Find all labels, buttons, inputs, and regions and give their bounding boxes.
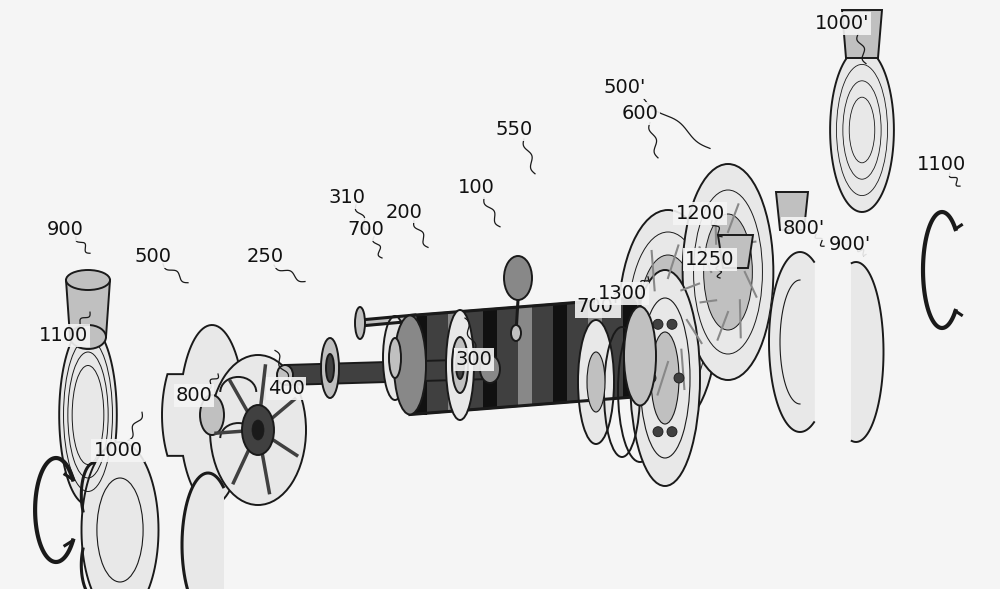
Ellipse shape bbox=[667, 426, 677, 436]
Polygon shape bbox=[413, 316, 427, 415]
Polygon shape bbox=[285, 359, 490, 385]
Ellipse shape bbox=[578, 320, 614, 444]
Ellipse shape bbox=[252, 420, 264, 440]
Polygon shape bbox=[162, 325, 244, 505]
Polygon shape bbox=[483, 309, 497, 409]
Ellipse shape bbox=[446, 310, 474, 420]
Ellipse shape bbox=[587, 352, 605, 412]
Ellipse shape bbox=[639, 255, 697, 385]
Ellipse shape bbox=[389, 338, 401, 378]
Text: 1000: 1000 bbox=[93, 441, 143, 460]
Text: 310: 310 bbox=[329, 188, 366, 207]
Ellipse shape bbox=[683, 164, 773, 380]
Text: 700': 700' bbox=[577, 297, 619, 316]
Text: 400: 400 bbox=[268, 379, 304, 398]
Ellipse shape bbox=[646, 373, 656, 383]
Polygon shape bbox=[410, 297, 640, 415]
Polygon shape bbox=[623, 297, 637, 396]
Polygon shape bbox=[769, 252, 814, 432]
Ellipse shape bbox=[653, 426, 663, 436]
Ellipse shape bbox=[456, 351, 464, 379]
Ellipse shape bbox=[355, 307, 365, 339]
Ellipse shape bbox=[326, 354, 334, 382]
Text: 500: 500 bbox=[135, 247, 172, 266]
Text: 1100: 1100 bbox=[38, 326, 88, 345]
Polygon shape bbox=[59, 325, 117, 505]
Ellipse shape bbox=[704, 214, 752, 330]
Text: 1200: 1200 bbox=[675, 204, 725, 223]
Text: 700: 700 bbox=[348, 220, 384, 239]
Text: 1250: 1250 bbox=[685, 250, 735, 269]
Text: 900: 900 bbox=[47, 220, 83, 239]
Text: 800': 800' bbox=[783, 219, 825, 238]
Text: 1100: 1100 bbox=[917, 155, 967, 174]
Ellipse shape bbox=[70, 325, 106, 349]
Polygon shape bbox=[553, 303, 567, 402]
Ellipse shape bbox=[321, 338, 339, 398]
Polygon shape bbox=[518, 306, 532, 405]
Text: 600: 600 bbox=[622, 104, 658, 123]
Text: 300: 300 bbox=[456, 350, 492, 369]
Ellipse shape bbox=[480, 355, 500, 383]
Text: 550: 550 bbox=[495, 120, 533, 139]
Ellipse shape bbox=[630, 270, 700, 486]
Polygon shape bbox=[66, 280, 110, 337]
Polygon shape bbox=[588, 300, 602, 399]
Ellipse shape bbox=[452, 337, 468, 393]
Ellipse shape bbox=[383, 316, 407, 400]
Ellipse shape bbox=[277, 365, 293, 385]
Polygon shape bbox=[776, 192, 808, 230]
Text: 500': 500' bbox=[604, 78, 646, 97]
Polygon shape bbox=[852, 262, 883, 442]
Ellipse shape bbox=[394, 316, 426, 415]
Polygon shape bbox=[718, 235, 753, 268]
Ellipse shape bbox=[511, 325, 521, 341]
Text: 800: 800 bbox=[176, 386, 212, 405]
Text: 100: 100 bbox=[458, 178, 494, 197]
Ellipse shape bbox=[653, 319, 663, 329]
Ellipse shape bbox=[618, 210, 718, 430]
Polygon shape bbox=[842, 10, 882, 58]
Text: 1000': 1000' bbox=[815, 14, 869, 33]
Ellipse shape bbox=[674, 373, 684, 383]
Text: 1300: 1300 bbox=[597, 284, 647, 303]
Ellipse shape bbox=[624, 306, 656, 405]
Ellipse shape bbox=[651, 332, 679, 424]
Polygon shape bbox=[182, 473, 223, 589]
Polygon shape bbox=[82, 442, 159, 589]
Text: 200: 200 bbox=[386, 203, 422, 221]
Text: 900': 900' bbox=[829, 235, 871, 254]
Ellipse shape bbox=[200, 395, 224, 435]
Ellipse shape bbox=[210, 355, 306, 505]
Ellipse shape bbox=[242, 405, 274, 455]
Text: 250: 250 bbox=[246, 247, 284, 266]
Ellipse shape bbox=[667, 319, 677, 329]
Ellipse shape bbox=[66, 270, 110, 290]
Polygon shape bbox=[830, 48, 894, 212]
Polygon shape bbox=[448, 313, 462, 412]
Ellipse shape bbox=[504, 256, 532, 300]
